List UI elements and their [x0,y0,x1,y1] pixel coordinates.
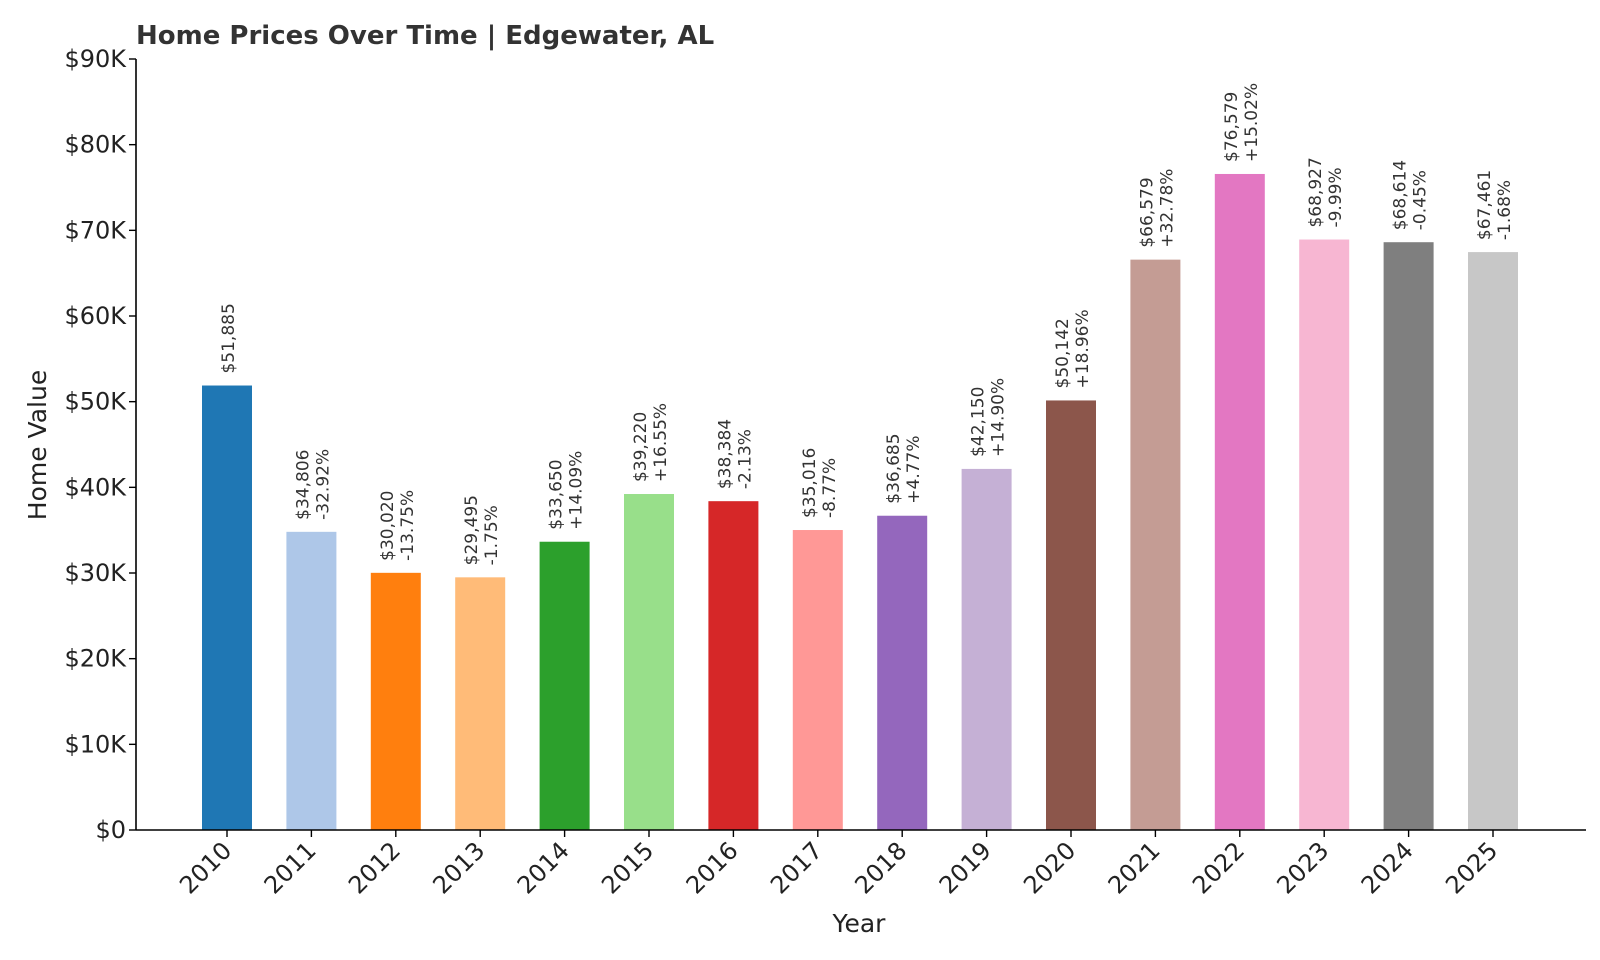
y-tick-label: $0 [95,816,126,844]
bar-change-label: +16.55% [651,403,671,482]
chart-title: Home Prices Over Time | Edgewater, AL [136,21,714,51]
bar-value-label: $66,579 [1137,177,1157,247]
y-axis: $0 $10K $20K $30K $40K $50K $60K $70K $80K $90K [64,45,137,844]
x-axis: 2010 2011 2012 2013 2014 2015 2016 2017 2018 2019… [136,829,1586,899]
bar-value-label: $68,614 [1391,160,1411,230]
bar-2025 [1468,252,1518,830]
x-tick-label: 2013 [427,836,490,899]
bar-change-label: -1.75% [482,505,502,565]
bar-change-label: +4.77% [904,435,924,503]
bar-2017 [792,530,843,830]
bar-2019 [961,468,1012,830]
x-tick-label: 2011 [259,836,322,899]
bar-value-label: $76,579 [1222,92,1242,162]
bar-value-label: $42,150 [969,387,989,457]
bar-change-label: +32.78% [1157,169,1177,248]
y-tick-label: $10K [64,730,127,758]
bar-change-label: +15.02% [1242,83,1262,162]
bar-value-label: $51,885 [219,303,239,373]
y-axis-label: Home Value [23,370,52,520]
bar-2010 [202,385,252,830]
bar-change-label: -13.75% [398,490,418,561]
x-tick-label: 2025 [1440,836,1503,899]
x-tick-label: 2015 [596,836,659,899]
bar-value-label: $33,650 [547,459,567,529]
bar-value-label: $35,016 [800,448,820,518]
x-tick-label: 2023 [1271,836,1334,899]
bar-2012 [370,572,421,830]
y-tick-label: $90K [64,45,127,73]
x-tick-label: 2016 [681,836,744,899]
y-tick-label: $50K [64,388,127,416]
bar-change-label: +18.96% [1073,309,1093,388]
bar-change-label: -9.99% [1326,167,1346,227]
x-tick-label: 2012 [343,836,406,899]
y-tick-label: $80K [64,131,127,159]
bar-2016 [708,501,759,830]
x-tick-label: 2019 [934,836,997,899]
bar-value-label: $30,020 [378,491,398,561]
y-tick-label: $30K [64,559,127,587]
bar-2024 [1383,242,1434,830]
bar-2021 [1130,259,1181,830]
y-tick-label: $70K [64,216,127,244]
y-tick-label: $20K [64,645,127,673]
bar-change-label: +14.90% [989,378,1009,457]
bar-value-label: $67,461 [1475,170,1495,240]
y-tick-label: $60K [64,302,127,330]
bar-change-label: -0.45% [1411,170,1431,230]
bar-value-label: $34,806 [293,450,313,520]
bar-value-label: $68,927 [1306,157,1326,227]
bar-2014 [539,541,590,830]
bar-change-label: -32.92% [313,449,333,520]
x-tick-label: 2020 [1018,836,1081,899]
bar-value-label: $38,384 [715,419,735,489]
bar-2011 [286,531,337,830]
bar-value-label: $29,495 [462,495,482,565]
x-tick-label: 2024 [1356,836,1419,899]
bar-2020 [1046,400,1096,830]
x-axis-label: Year [832,909,887,938]
x-tick-label: 2010 [174,836,237,899]
x-tick-label: 2017 [765,836,828,899]
bar-value-label: $36,685 [884,433,904,503]
x-tick-label: 2014 [512,836,575,899]
bar-change-label: -1.68% [1495,180,1515,240]
bar-2018 [877,515,928,830]
bar-labels-group: $51,885 $34,806 -32.92% $30,020 -13.75% $29,4… [219,83,1515,565]
bar-change-label: -2.13% [735,429,755,489]
bar-change-label: -8.77% [820,458,840,518]
bar-value-label: $39,220 [631,412,651,482]
x-tick-label: 2021 [1103,836,1166,899]
bar-2023 [1299,239,1350,830]
bar-value-label: $50,142 [1053,318,1073,388]
bar-2015 [624,494,674,830]
bar-2013 [455,577,506,830]
bar-change-label: +14.09% [567,451,587,530]
x-tick-label: 2022 [1187,836,1250,899]
x-tick-label: 2018 [849,836,912,899]
bar-2022 [1214,173,1265,830]
bars-group [202,173,1518,830]
y-tick-label: $40K [64,473,127,501]
